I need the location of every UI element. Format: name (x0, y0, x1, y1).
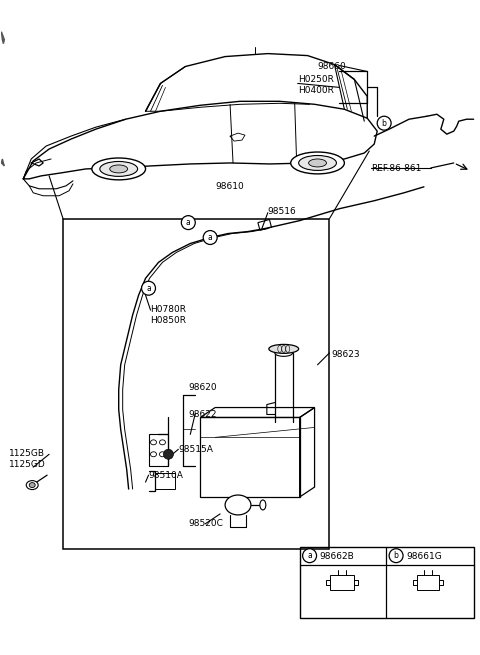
Ellipse shape (275, 349, 293, 356)
Bar (63, 219, 329, 549)
Text: H0850R: H0850R (151, 316, 187, 325)
Text: a: a (208, 233, 213, 242)
Text: 98520C: 98520C (188, 519, 223, 528)
Ellipse shape (151, 452, 156, 457)
Text: b: b (394, 551, 398, 560)
Bar (148, 434, 168, 466)
Ellipse shape (260, 500, 266, 510)
Ellipse shape (29, 483, 35, 487)
Text: 98622: 98622 (188, 409, 217, 419)
Bar (417, 574, 439, 590)
Text: REF.86-861: REF.86-861 (371, 164, 421, 173)
Text: 98610: 98610 (215, 182, 244, 191)
Circle shape (164, 449, 173, 459)
Text: H0400R: H0400R (298, 86, 334, 96)
Ellipse shape (151, 440, 156, 445)
Text: 98660: 98660 (318, 62, 346, 71)
Ellipse shape (159, 452, 166, 457)
Ellipse shape (299, 155, 336, 170)
Circle shape (377, 116, 391, 130)
Ellipse shape (92, 158, 145, 180)
Text: 98515A: 98515A (179, 445, 213, 455)
Ellipse shape (110, 165, 128, 173)
Bar (258, 219, 272, 231)
Text: H0780R: H0780R (151, 305, 187, 314)
Text: b: b (382, 119, 386, 128)
Ellipse shape (309, 159, 326, 167)
Text: 98662B: 98662B (320, 552, 354, 561)
Polygon shape (1, 159, 4, 166)
Text: 1125GD: 1125GD (9, 460, 46, 469)
Ellipse shape (269, 345, 299, 353)
Text: H0250R: H0250R (298, 75, 334, 84)
Ellipse shape (159, 440, 166, 445)
Circle shape (142, 281, 156, 295)
Polygon shape (1, 31, 4, 44)
Text: a: a (146, 284, 151, 293)
Circle shape (203, 231, 217, 244)
Ellipse shape (26, 481, 38, 489)
Circle shape (302, 549, 316, 563)
Text: 98620: 98620 (188, 383, 217, 392)
Ellipse shape (225, 495, 251, 515)
Bar (300, 547, 474, 618)
Text: a: a (186, 218, 191, 227)
Circle shape (389, 549, 403, 563)
Text: 98661G: 98661G (406, 552, 442, 561)
Bar (330, 574, 354, 590)
Text: 98623: 98623 (332, 350, 360, 359)
Text: 98516: 98516 (268, 207, 297, 215)
Text: a: a (307, 551, 312, 560)
Text: 1125GB: 1125GB (9, 449, 45, 458)
Bar (156, 473, 175, 489)
Text: 98510A: 98510A (148, 471, 183, 480)
Circle shape (181, 215, 195, 229)
Ellipse shape (291, 152, 344, 174)
Ellipse shape (100, 162, 138, 176)
Bar (200, 417, 300, 497)
